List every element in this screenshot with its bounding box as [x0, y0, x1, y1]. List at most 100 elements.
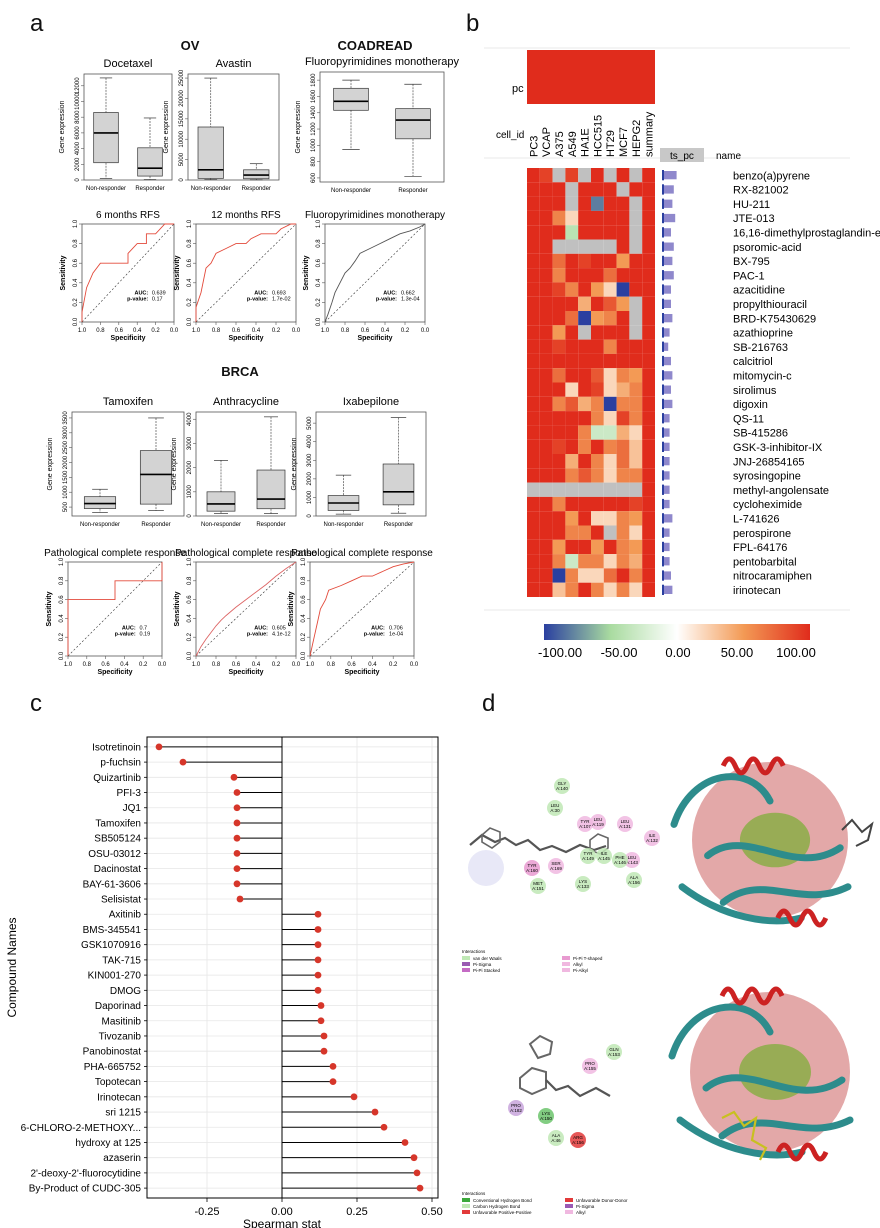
heatmap-cell: [603, 239, 617, 254]
heatmap-cell: [616, 325, 630, 340]
heatmap-cell: [527, 168, 540, 183]
y-tick-label: 0.2: [301, 632, 307, 641]
residue-id: A:132: [646, 838, 658, 843]
heatmap-cell: [642, 268, 655, 283]
y-tick-label: 3000: [307, 453, 313, 467]
heatmap-cell: [629, 525, 643, 540]
heatmap-cell: [616, 339, 630, 354]
y-tick-label: 1.0: [73, 219, 79, 228]
ts-pc-axis-mark: [662, 241, 664, 252]
ts-pc-axis-mark: [662, 327, 664, 338]
residue-id: A:155: [584, 1066, 596, 1071]
y-tick-label: 1000: [63, 485, 69, 499]
roc-diagonal: [324, 223, 426, 323]
legend-entry: Alkyl: [576, 1210, 586, 1215]
y-tick-label: 1400: [311, 105, 317, 119]
beta-strand: [678, 883, 805, 925]
heatmap-cell: [642, 525, 655, 540]
compound-label: Dacinostat: [94, 864, 141, 875]
heatmap-row-label: JTE-013: [733, 213, 775, 225]
y-axis-label: Sensitivity: [288, 591, 295, 626]
ts-pc-bar: [664, 471, 670, 480]
x-category-label: Responder: [398, 188, 427, 194]
heatmap-cell: [539, 525, 553, 540]
lollipop-point: [314, 971, 322, 979]
x-tick-label: 0.8: [212, 662, 221, 668]
x-tick-label: 0.2: [272, 328, 281, 334]
box-plot-frame: [315, 411, 427, 517]
x-tick-label: 0.6: [232, 662, 241, 668]
heatmap-row-label: perospirone: [733, 528, 791, 540]
y-tick-label: 20000: [179, 89, 185, 106]
box-body: [206, 491, 236, 512]
residue-id: A:151: [532, 886, 544, 891]
heatmap-cell: [527, 496, 540, 512]
heatmap-cell: [591, 468, 604, 483]
y-tick-label: 0.8: [301, 576, 307, 585]
heatmap-cell: [539, 568, 553, 583]
y-tick-label: 8000: [75, 110, 81, 124]
residue-id: A:153: [608, 1052, 620, 1057]
heatmap-row-label: GSK-3-inhibitor-IX: [733, 442, 823, 454]
heatmap-cell: [539, 496, 553, 512]
compound-label: BMS-345541: [83, 925, 142, 936]
heatmap-cell: [578, 210, 591, 226]
heatmap-cell: [539, 353, 553, 369]
compound-label: SB505124: [94, 834, 141, 845]
heatmap-cell: [603, 339, 617, 354]
heatmap-cell: [616, 368, 630, 383]
heatmap-cell: [539, 582, 553, 597]
heatmap-cell: [539, 411, 553, 426]
residue-id: A:30: [550, 808, 560, 813]
heatmap-cell: [552, 468, 566, 483]
heatmap-cell: [629, 396, 643, 412]
alpha-helix: [719, 986, 785, 1006]
heatmap-cell: [552, 325, 566, 340]
heatmap-cell: [591, 568, 604, 583]
heatmap-cell: [642, 539, 655, 555]
heatmap-cell: [642, 311, 655, 326]
x-axis-label: Specificity: [357, 335, 392, 342]
heatmap-cell: [629, 482, 643, 497]
box-body: [139, 450, 173, 505]
heatmap-cell: [591, 425, 604, 440]
heatmap-cell: [552, 239, 566, 254]
heatmap-cell: [578, 268, 591, 283]
name-header: name: [716, 151, 741, 162]
heatmap-cell: [565, 182, 579, 197]
x-tick-label: 0.2: [139, 662, 148, 668]
y-axis-label: Compound Names: [5, 917, 19, 1017]
lollipop-point: [401, 1139, 409, 1146]
heatmap-cell: [539, 368, 553, 383]
heatmap-cell: [565, 225, 579, 240]
heatmap-cell: [603, 511, 617, 526]
pc-row-label: pc: [512, 83, 524, 95]
heatmap-cell: [616, 439, 630, 454]
lollipop-point: [233, 834, 241, 842]
residue-bubble: [577, 816, 593, 832]
x-category-label: Non-responder: [201, 522, 241, 528]
ts-pc-bar: [664, 557, 670, 566]
heatmap-cell: [552, 353, 566, 369]
heatmap-cell: [629, 268, 643, 283]
y-axis-label: Gene expression: [163, 100, 170, 153]
compound-label: hydroxy at 125: [75, 1138, 141, 1149]
heatmap-cell: [552, 525, 566, 540]
lollipop-point: [329, 1062, 337, 1070]
box-chart-title: Avastin: [216, 58, 252, 70]
heatmap-cell: [565, 282, 579, 297]
heatmap-cell: [642, 568, 655, 583]
heatmap-cell: [578, 396, 591, 412]
heatmap-cell: [603, 425, 617, 440]
heatmap-cell: [539, 439, 553, 454]
heatmap-cell: [565, 196, 579, 211]
residue-bubble: [612, 852, 628, 868]
box-plot-frame: [71, 411, 185, 517]
y-tick-label: 0: [187, 514, 193, 518]
heatmap-cell: [591, 539, 604, 555]
heatmap-cell: [527, 425, 540, 440]
lollipop-point: [320, 1032, 328, 1040]
heatmap-cell: [642, 182, 655, 197]
heatmap-cell: [539, 339, 553, 354]
